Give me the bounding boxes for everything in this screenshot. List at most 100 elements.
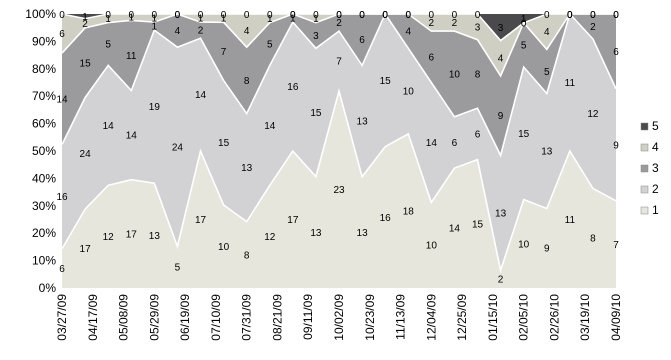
x-tick-label: 09/11/09: [301, 294, 315, 340]
data-label-series-5: 0: [128, 10, 134, 21]
data-label-series-2: 13: [357, 117, 369, 128]
data-label-series-4: 4: [498, 54, 504, 65]
data-label-series-2: 14: [103, 121, 115, 132]
area-series-2: [62, 14, 616, 271]
data-label-series-5: 0: [429, 10, 435, 21]
x-tick-label: 02/26/10: [547, 294, 561, 341]
y-tick-label: 40%: [32, 171, 56, 185]
data-label-series-2: 14: [264, 121, 276, 132]
data-label-series-2: 15: [518, 129, 530, 140]
data-label-series-4: 0: [336, 10, 342, 21]
y-axis: 0% 10% 20% 30% 40% 50% 60% 70% 80% 90% 100%: [25, 7, 56, 295]
data-label-series-2: 15: [380, 76, 392, 87]
series-boundary-line: [61, 12, 617, 158]
data-label-series-2: 16: [287, 82, 299, 93]
data-label-series-2: 15: [310, 108, 322, 119]
legend-swatch-2: [640, 185, 649, 194]
x-tick-label: 07/10/09: [209, 294, 223, 341]
data-label-series-3: 1: [152, 22, 158, 33]
data-label-series-4: 2: [452, 18, 458, 29]
data-label-series-3: 7: [221, 47, 227, 58]
data-label-series-2: 16: [56, 192, 68, 203]
x-tick-label: 11/13/09: [394, 294, 408, 340]
data-label-series-3: 10: [449, 69, 461, 80]
data-label-series-5: 0: [452, 10, 458, 21]
data-label-series-2: 6: [452, 138, 458, 149]
series-boundary-line: [61, 13, 616, 42]
data-label-series-1: 8: [590, 234, 596, 245]
data-label-series-3: 9: [498, 111, 504, 122]
y-tick-label: 80%: [32, 62, 56, 76]
data-label-series-2: 13: [541, 147, 553, 158]
legend-label-5: 5: [652, 119, 659, 133]
data-label-series-1: 12: [264, 232, 276, 243]
data-label-series-2: 12: [587, 109, 599, 120]
data-label-series-5: 0: [267, 10, 273, 21]
data-label-series-5: 0: [405, 10, 411, 21]
data-label-series-4: 1: [128, 13, 134, 24]
x-tick-label: 12/04/09: [424, 294, 438, 341]
data-label-series-2: 24: [80, 149, 92, 160]
data-label-series-3: 8: [244, 76, 250, 87]
data-label-series-3: 4: [175, 26, 181, 37]
y-tick-label: 0%: [39, 281, 57, 295]
area-series-1: [62, 91, 616, 288]
data-label-series-4: 1: [152, 14, 158, 25]
data-label-series-1: 11: [565, 215, 576, 226]
y-tick-label: 100%: [25, 7, 56, 21]
data-label-series-1: 10: [426, 241, 438, 252]
x-tick-label: 05/08/09: [117, 294, 131, 341]
data-label-series-4: 2: [82, 19, 88, 30]
legend-label-1: 1: [652, 203, 659, 217]
data-label-series-4: 0: [175, 10, 181, 21]
x-tick-label: 12/25/09: [455, 294, 469, 341]
data-label-series-3: 2: [590, 22, 596, 33]
data-label-series-5: 1: [82, 12, 88, 23]
data-label-series-2: 14: [126, 131, 138, 142]
x-tick-label: 07/31/09: [240, 294, 254, 341]
data-label-series-3: 1: [290, 14, 296, 25]
x-axis: 03/27/09 04/17/09 05/08/09 05/29/09 06/19/09…: [55, 294, 623, 341]
data-label-series-2: 15: [218, 138, 230, 149]
y-tick-label: 90%: [32, 34, 56, 48]
data-label-series-1: 15: [472, 219, 484, 230]
legend-swatch-1: [640, 206, 649, 215]
data-label-series-3: 3: [313, 31, 319, 42]
data-label-series-3: 0: [382, 10, 388, 21]
data-label-series-1: 12: [103, 232, 115, 243]
x-tick-label: 03/19/10: [578, 294, 592, 341]
data-label-series-1: 8: [244, 250, 250, 261]
data-label-series-1: 17: [126, 229, 138, 240]
data-label-series-4: 4: [544, 27, 550, 38]
x-tick-label: 04/09/10: [609, 294, 623, 341]
data-label-series-1: 10: [218, 242, 230, 253]
x-tick-label: 08/21/09: [270, 294, 284, 341]
data-label-series-5: 0: [244, 10, 250, 21]
y-tick-label: 70%: [32, 89, 56, 103]
data-label-series-4: 1: [267, 14, 273, 25]
data-label-series-5: 0: [290, 10, 296, 21]
data-label-series-3: 8: [475, 69, 481, 80]
data-label-series-1: 6: [59, 264, 65, 275]
data-label-series-1: 5: [175, 263, 181, 274]
data-label-series-4: 0: [290, 10, 296, 21]
data-label-series-1: 16: [380, 213, 392, 224]
data-label-series-5: 0: [175, 10, 181, 21]
data-label-series-3: 4: [405, 27, 411, 38]
data-label-series-3: 6: [429, 52, 435, 63]
data-label-series-2: 13: [495, 208, 507, 219]
data-label-series-1: 18: [403, 206, 415, 217]
data-label-series-5: 1: [521, 14, 527, 25]
data-label-series-5: 0: [382, 10, 388, 21]
y-tick-label: 10%: [32, 254, 56, 268]
data-label-series-1: 17: [195, 215, 207, 226]
data-label-series-5: 0: [59, 10, 65, 21]
data-label-series-1: 13: [310, 228, 322, 239]
data-label-series-3: 6: [613, 47, 619, 58]
data-label-series-5: 0: [105, 10, 111, 21]
data-label-series-3: 15: [80, 58, 92, 69]
data-label-series-4: 0: [590, 10, 596, 21]
data-label-series-5: 0: [613, 10, 619, 21]
data-label-series-2: 6: [475, 129, 481, 140]
data-label-series-3: 5: [544, 67, 550, 78]
